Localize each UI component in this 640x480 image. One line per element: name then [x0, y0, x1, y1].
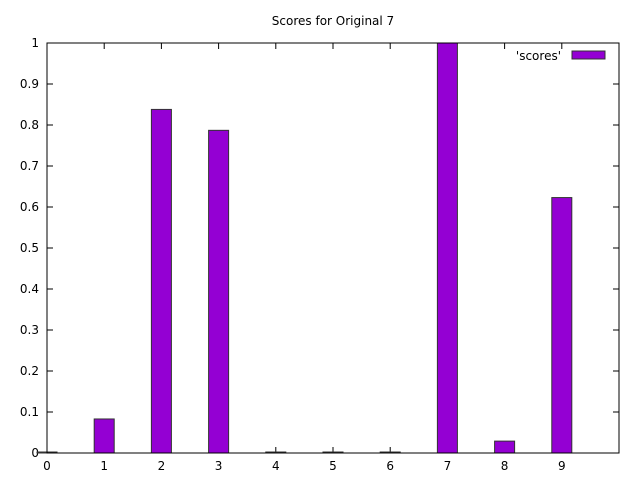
- legend-label: 'scores': [516, 49, 561, 63]
- y-tick-label: 0.7: [20, 159, 39, 173]
- y-axis: 0 0.1 0.2 0.3 0.4 0.5 0.6 0.7 0.8 0.9 1: [20, 36, 619, 460]
- x-tick-label: 4: [272, 459, 280, 473]
- bar-8: [494, 440, 516, 454]
- legend: 'scores': [516, 49, 606, 63]
- x-tick-label: 7: [444, 459, 452, 473]
- y-tick-label: 0.3: [20, 323, 39, 337]
- bar-series: [36, 42, 573, 454]
- bar-7: [436, 42, 458, 454]
- x-tick-label: 6: [386, 459, 394, 473]
- y-tick-label: 0.5: [20, 241, 39, 255]
- y-tick-label: 0.6: [20, 200, 39, 214]
- x-tick-label: 8: [501, 459, 509, 473]
- x-tick-label: 3: [215, 459, 223, 473]
- y-tick-label: 0: [31, 446, 39, 460]
- x-axis: 0 1 2 3 4 5 6 7 8 9: [43, 43, 566, 473]
- x-tick-label: 0: [43, 459, 51, 473]
- bar-3: [208, 129, 230, 454]
- x-tick-label: 5: [329, 459, 337, 473]
- y-tick-label: 1: [31, 36, 39, 50]
- y-tick-label: 0.9: [20, 77, 39, 91]
- x-tick-label: 2: [158, 459, 166, 473]
- legend-swatch: [571, 50, 606, 60]
- y-tick-label: 0.8: [20, 118, 39, 132]
- bar-9: [551, 197, 573, 454]
- chart-title: Scores for Original 7: [272, 14, 394, 28]
- y-tick-label: 0.2: [20, 364, 39, 378]
- bar-2: [150, 108, 172, 454]
- x-tick-label: 9: [558, 459, 566, 473]
- x-tick-label: 1: [100, 459, 108, 473]
- bar-1: [93, 418, 115, 454]
- y-tick-label: 0.4: [20, 282, 39, 296]
- y-tick-label: 0.1: [20, 405, 39, 419]
- plot-frame: [46, 42, 620, 454]
